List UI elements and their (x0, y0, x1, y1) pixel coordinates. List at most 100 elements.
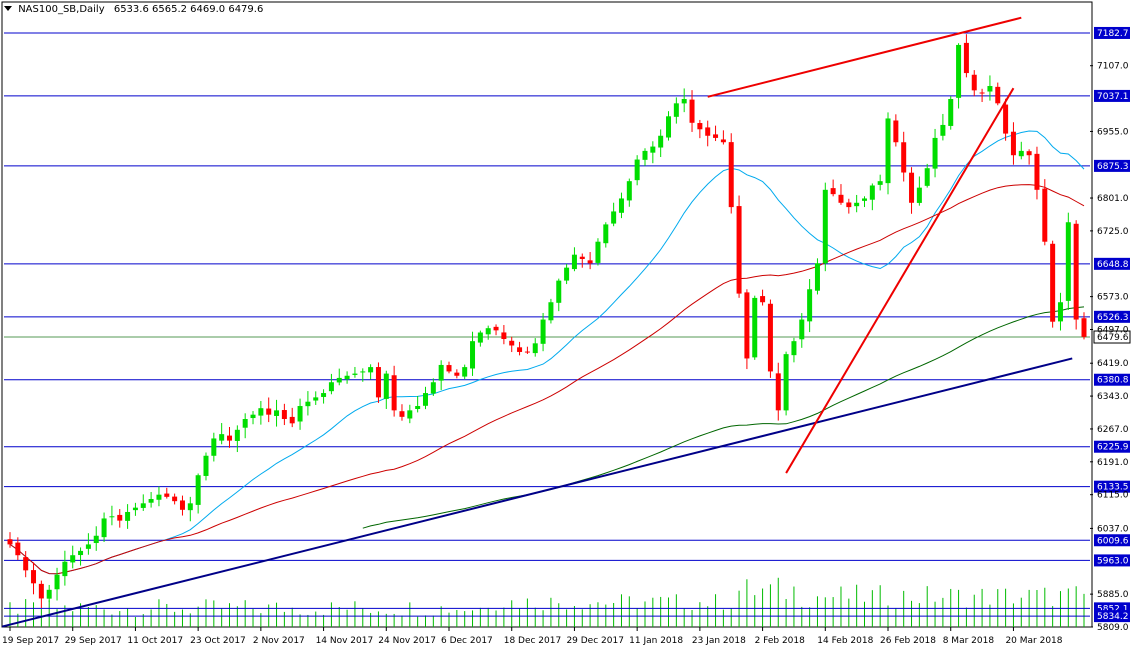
candle-body (760, 296, 766, 303)
price-tick-label: 5809.0 (1097, 623, 1129, 633)
level-price-label: 6225.9 (1097, 443, 1129, 453)
trend-lines (1, 16, 1073, 628)
candle-body (838, 194, 844, 203)
level-price-tag (1094, 26, 1130, 39)
price-axis: 7182.7 7037.1 6875.3 6648.8 6526.3 6380.8 6225… (1090, 26, 1131, 633)
dropdown-arrow-icon[interactable] (4, 6, 12, 11)
candle-body (1042, 188, 1048, 242)
price-tick-label: 6573.0 (1097, 293, 1129, 303)
candle-body (446, 365, 452, 372)
time-tick-label: 18 Dec 2017 (504, 636, 562, 646)
candle-body (634, 159, 640, 181)
candle-body (485, 328, 491, 335)
candle-body (62, 561, 68, 577)
candle-body (807, 289, 813, 322)
candle-body (877, 181, 883, 185)
price-tick-label: 6037.0 (1097, 524, 1129, 534)
time-tick-label: 29 Dec 2017 (566, 636, 624, 646)
symbol-label: NAS100_SB,Daily (18, 4, 105, 15)
candle-body (924, 168, 930, 186)
level-price-label: 6875.3 (1097, 162, 1129, 172)
time-tick-label: 11 Jan 2018 (629, 636, 683, 646)
candle-body (861, 198, 867, 201)
chart-header: NAS100_SB,Daily 6533.6 6565.2 6469.0 647… (4, 4, 263, 15)
level-price-tag (1094, 310, 1130, 323)
candle-body (666, 116, 672, 138)
candle-body (140, 503, 146, 508)
candle-body (454, 372, 460, 376)
price-tick-label: 6725.0 (1097, 227, 1129, 237)
candle-body (564, 267, 570, 281)
candle-body (1050, 243, 1056, 322)
candle-body (940, 124, 946, 136)
price-tick-label: 6115.0 (1097, 491, 1129, 501)
candle-body (854, 202, 860, 207)
candle-body (736, 206, 742, 294)
candle-body (1026, 151, 1032, 156)
time-tick-label: 14 Nov 2017 (316, 636, 374, 646)
candle-body (242, 419, 248, 428)
candle-body (705, 127, 711, 136)
level-price-label: 6380.8 (1097, 376, 1129, 386)
candle-body (258, 408, 264, 416)
candle-body (728, 142, 734, 208)
price-tick-label: 7107.0 (1097, 62, 1129, 72)
ma-mid-line (9, 184, 1085, 575)
candlesticks (7, 34, 1087, 609)
candle-body (179, 500, 185, 510)
time-tick-label: 23 Oct 2017 (190, 636, 246, 646)
moving-averages (9, 130, 1085, 575)
candle-body (132, 507, 138, 511)
level-price-label: 5852.1 (1097, 604, 1129, 614)
candle-body (54, 574, 60, 590)
candle-body (93, 535, 99, 544)
level-price-label: 5963.0 (1097, 556, 1129, 566)
candle-body (893, 120, 899, 143)
candle-body (673, 103, 679, 117)
current-price-tag (1093, 330, 1131, 344)
candle-body (148, 499, 154, 503)
candle-body (540, 319, 546, 344)
price-tick-label: 6801.0 (1097, 194, 1129, 204)
candle-body (462, 367, 468, 377)
candle-body (618, 198, 624, 213)
level-price-label: 7037.1 (1097, 92, 1129, 102)
level-price-label: 6133.5 (1097, 483, 1129, 493)
candle-body (611, 211, 617, 224)
time-tick-label: 6 Dec 2017 (441, 636, 493, 646)
ma-slow-line (362, 306, 1085, 529)
candle-body (305, 401, 311, 407)
level-price-label: 6648.8 (1097, 260, 1129, 270)
candle-body (266, 408, 272, 415)
level-price-tag (1094, 89, 1130, 102)
time-tick-label: 2 Feb 2018 (755, 636, 806, 646)
candle-body (987, 86, 993, 92)
candle-body (1018, 150, 1024, 157)
candle-body (791, 341, 797, 356)
candle-body (595, 241, 601, 263)
candle-body (1057, 302, 1063, 322)
candle-body (438, 364, 444, 381)
time-tick-label: 20 Mar 2018 (1005, 636, 1062, 646)
candle-body (70, 555, 76, 563)
candle-body (328, 382, 334, 392)
candle-body (830, 188, 836, 195)
resistance-trend-line (707, 16, 1022, 98)
candle-body (360, 371, 366, 373)
candle-body (375, 367, 381, 398)
price-tick-label: 6343.0 (1097, 392, 1129, 402)
candle-body (422, 393, 428, 406)
level-price-tag (1094, 534, 1130, 547)
candle-body (524, 351, 530, 353)
candle-body (909, 172, 915, 203)
candle-body (971, 74, 977, 91)
candle-body (517, 347, 523, 352)
candle-body (31, 570, 37, 584)
candle-body (352, 373, 358, 375)
candle-body (775, 373, 781, 411)
candle-body (603, 224, 609, 244)
candle-body (509, 340, 515, 346)
candle-body (1065, 222, 1071, 301)
candle-body (713, 134, 719, 138)
